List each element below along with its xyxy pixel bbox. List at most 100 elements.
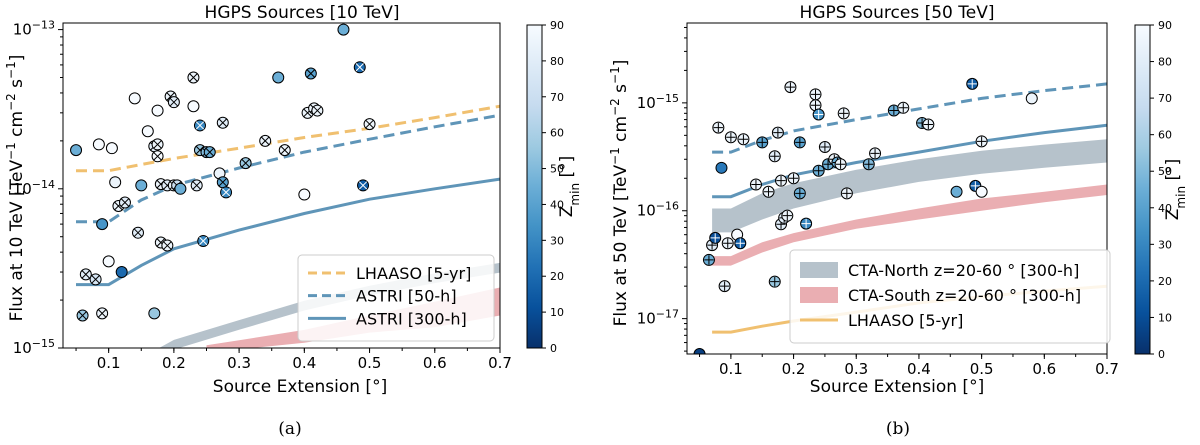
x-tick-label: 0.5 (970, 360, 994, 378)
cross-mark (163, 241, 172, 250)
data-point (787, 172, 800, 185)
data-point (161, 239, 174, 252)
colorbar-gradient (526, 24, 543, 349)
colorbar-tick-label: 70 (550, 91, 564, 104)
line-astri-300-h (76, 177, 500, 287)
colorbar-tick-label: 70 (1158, 92, 1172, 105)
data-point (862, 158, 875, 171)
colorbar-tick-label: 80 (1158, 56, 1172, 69)
colorbar-tick-label: 10 (550, 306, 564, 319)
plus-mark (773, 127, 783, 138)
plus-mark (757, 137, 767, 148)
plus-mark (770, 277, 780, 287)
data-point (89, 273, 102, 286)
plus-mark (835, 159, 846, 169)
colorbar-tick-label: 80 (550, 55, 564, 68)
plus-mark (723, 238, 733, 248)
y-tick-label: 10−16 (637, 199, 679, 220)
y-tick-label: 10−15 (13, 337, 55, 358)
colorbar-tick-label: 50 (550, 163, 564, 176)
plus-mark (763, 187, 774, 197)
point-marker (92, 138, 105, 151)
data-point (762, 185, 775, 198)
data-point (135, 179, 148, 192)
data-point (768, 275, 781, 288)
data-point (975, 135, 988, 148)
line-astri-50-h (712, 82, 1107, 154)
cross-mark (199, 236, 208, 246)
plus-mark (870, 148, 880, 159)
cross-mark (81, 270, 90, 279)
colorbar: 0 10 20 30 40 50 60 70 80 90 Zmin [°] (526, 19, 582, 355)
point-marker (109, 176, 122, 189)
cross-mark (153, 140, 162, 149)
chart-title: HGPS Sources [50 TeV] (800, 3, 995, 23)
point-marker (70, 144, 83, 157)
data-point (363, 118, 376, 131)
point-marker (715, 161, 728, 174)
legend-swatch (800, 287, 838, 303)
plus-mark (889, 105, 899, 116)
plus-mark (923, 119, 934, 130)
data-point (105, 142, 118, 155)
data-point (950, 185, 963, 198)
plus-mark (813, 109, 824, 120)
data-point (79, 268, 92, 281)
chart-title: HGPS Sources [10 TeV] (205, 3, 400, 23)
svg-text:Flux at 50 TeV [TeV−1 cm−2 s−1: Flux at 50 TeV [TeV−1 cm−2 s−1] (608, 60, 631, 327)
x-tick-label: 0.7 (1095, 360, 1119, 378)
plus-mark (795, 137, 805, 148)
y-tick-label: 10−14 (13, 177, 55, 198)
data-point (709, 231, 722, 244)
cross-mark (355, 63, 364, 72)
data-point (702, 253, 715, 266)
plus-mark (810, 100, 821, 110)
band-cta-south-z-20-60-300-h (712, 184, 1107, 266)
data-point (781, 209, 794, 222)
data-point (148, 307, 161, 320)
data-point (693, 348, 706, 354)
point-marker (298, 188, 311, 201)
data-point (272, 71, 285, 84)
data-point (966, 77, 979, 90)
x-tick-label: 0.4 (292, 354, 316, 372)
data-point (715, 161, 728, 174)
point-marker (128, 92, 141, 105)
data-point (869, 147, 882, 160)
cross-mark (261, 136, 270, 145)
axes-frame (62, 22, 501, 349)
plus-mark (813, 166, 824, 176)
cross-mark (133, 228, 143, 237)
colorbar-tick-label: 10 (1158, 311, 1172, 324)
plus-mark (735, 238, 745, 248)
data-point (718, 280, 731, 293)
x-tick-label: 0.4 (907, 360, 931, 378)
point-marker (135, 179, 148, 192)
colorbar-tick-label: 50 (1158, 165, 1172, 178)
cross-mark (120, 198, 130, 207)
data-point (887, 104, 900, 117)
data-point (203, 146, 216, 159)
y-axis-label: Flux at 10 TeV [TeV−1 cm−2 s−1] (4, 55, 27, 322)
data-point (115, 266, 128, 279)
data-point (96, 307, 109, 320)
data-point (357, 179, 370, 192)
x-tick-label: 0.1 (97, 354, 121, 372)
plus-mark (810, 89, 821, 100)
data-point (197, 234, 210, 247)
data-point (118, 196, 131, 209)
legend-label: LHAASO [5-yr] (848, 311, 963, 330)
point-marker (693, 348, 706, 354)
cross-mark (189, 73, 198, 82)
data-point (259, 134, 272, 147)
point-marker (174, 182, 187, 195)
data-point (102, 255, 115, 268)
caption-a: (a) (278, 419, 301, 439)
point-marker (151, 104, 164, 117)
data-point (96, 218, 109, 231)
data-point (70, 144, 83, 157)
cross-mark (91, 275, 100, 284)
legend-symbol (800, 287, 838, 303)
legend-label: CTA-South z=20-60 ° [300-h] (848, 286, 1081, 305)
